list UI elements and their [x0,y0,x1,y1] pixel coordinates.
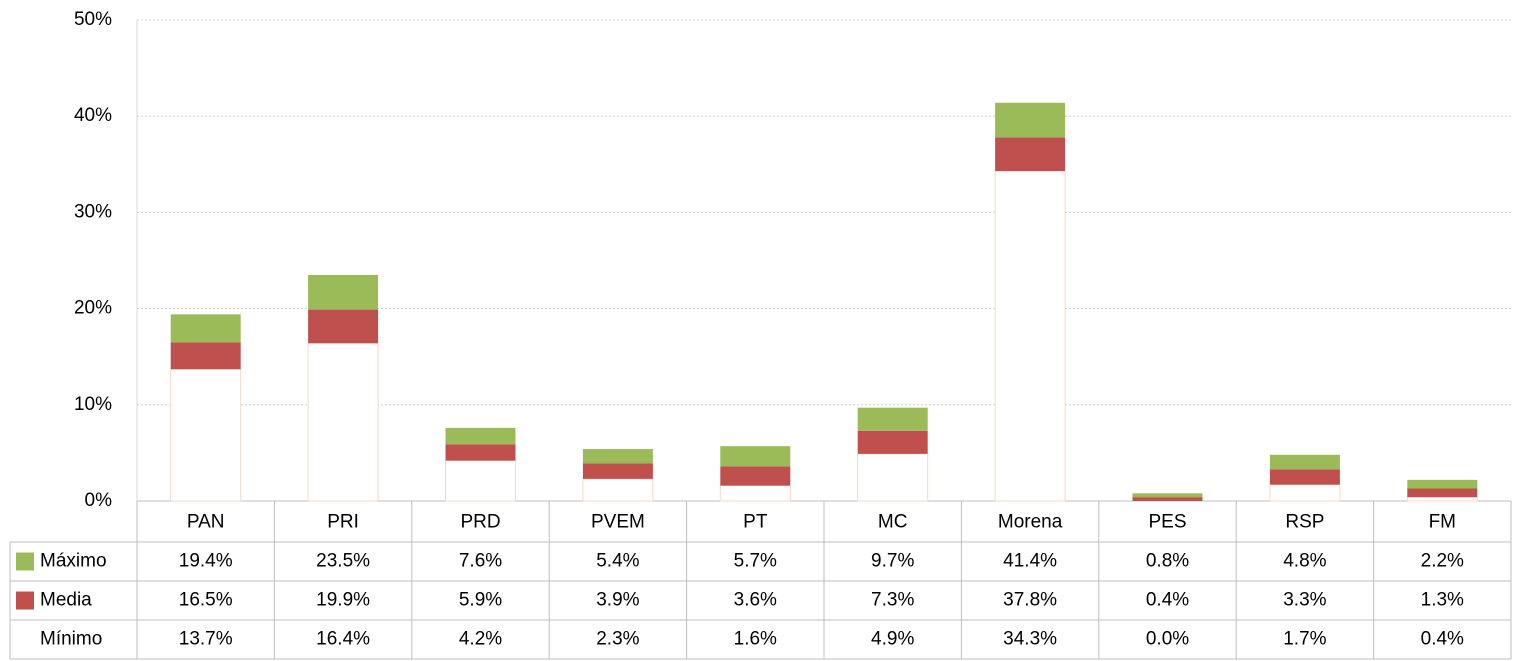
bar-segment [307,342,379,502]
table-value: 3.9% [596,590,639,611]
y-tick-label: 40% [74,105,112,126]
bar-segment [857,407,928,431]
table-value: 1.3% [1421,590,1464,611]
table-value: 5.9% [459,590,502,611]
x-tick-label: PRD [460,512,500,533]
table-value: 9.7% [871,551,914,572]
x-tick-label: MC [878,512,908,533]
table-value: 19.4% [179,551,233,572]
y-tick-label: 0% [85,490,113,511]
x-tick-label: RSP [1285,512,1324,533]
table-value: 3.3% [1283,590,1326,611]
bar-segment [1407,488,1478,498]
table-value: 13.7% [179,629,233,650]
x-tick-label: PES [1148,512,1186,533]
bar-segment [170,342,241,370]
table-value: 7.6% [459,551,502,572]
table-value: 5.4% [596,551,639,572]
legend-key [16,552,34,571]
y-tick-label: 50% [74,9,112,30]
y-tick-label: 30% [74,201,112,222]
bar-segment [1269,454,1340,470]
bar-segment [582,463,653,479]
legend-label: Máximo [40,551,107,572]
y-tick-label: 10% [74,394,112,415]
bar-segment [445,444,516,461]
table-value: 0.8% [1146,551,1189,572]
legend-key [16,630,34,649]
bar-segment [1132,497,1203,501]
legend-label: Media [40,590,92,611]
table-value: 1.7% [1283,629,1326,650]
table-value: 0.4% [1421,629,1464,650]
table-value: 4.9% [871,629,914,650]
x-tick-label: PRI [327,512,359,533]
bar-segment [1269,484,1341,502]
bar-segment [1407,479,1478,489]
table-value: 2.2% [1421,551,1464,572]
table-value: 3.6% [734,590,777,611]
table-value: 23.5% [316,551,370,572]
table-value: 34.3% [1003,629,1057,650]
bar-segment [857,430,928,454]
x-tick-label: PAN [187,512,225,533]
bar-segment [582,478,654,502]
y-tick-label: 20% [74,298,112,319]
table-value: 0.0% [1146,629,1189,650]
table-value: 41.4% [1003,551,1057,572]
bar-segment [170,368,242,502]
bar-segment [1269,469,1340,485]
table-value: 4.8% [1283,551,1326,572]
x-tick-label: FM [1429,512,1456,533]
table-value: 16.4% [316,629,370,650]
bar-segment [720,466,791,486]
x-tick-label: Morena [998,512,1063,533]
x-tick-label: PT [743,512,768,533]
bar-segment [445,460,516,502]
bar-segment [445,427,516,445]
bar-segment [995,102,1066,138]
table-value: 37.8% [1003,590,1057,611]
bar-segment [1406,496,1478,502]
table-value: 7.3% [871,590,914,611]
table-value: 0.4% [1146,590,1189,611]
legend-label: Mínimo [40,629,102,650]
bar-segment [994,170,1066,502]
x-tick-label: PVEM [591,512,645,533]
table-value: 16.5% [179,590,233,611]
bar-segment [719,485,791,502]
table-value: 2.3% [596,629,639,650]
table-value: 5.7% [734,551,777,572]
table-value: 4.2% [459,629,502,650]
bar-segment [170,314,241,343]
table-value: 1.6% [734,629,777,650]
bar-segment [857,453,929,502]
bar-segment [308,309,379,344]
bar-segment [1132,493,1203,498]
legend-key [16,591,34,610]
bar-segment [720,446,791,467]
bar-segment [582,449,653,464]
bar-segment [995,137,1066,172]
bar-segment [308,274,379,310]
table-value: 19.9% [316,590,370,611]
